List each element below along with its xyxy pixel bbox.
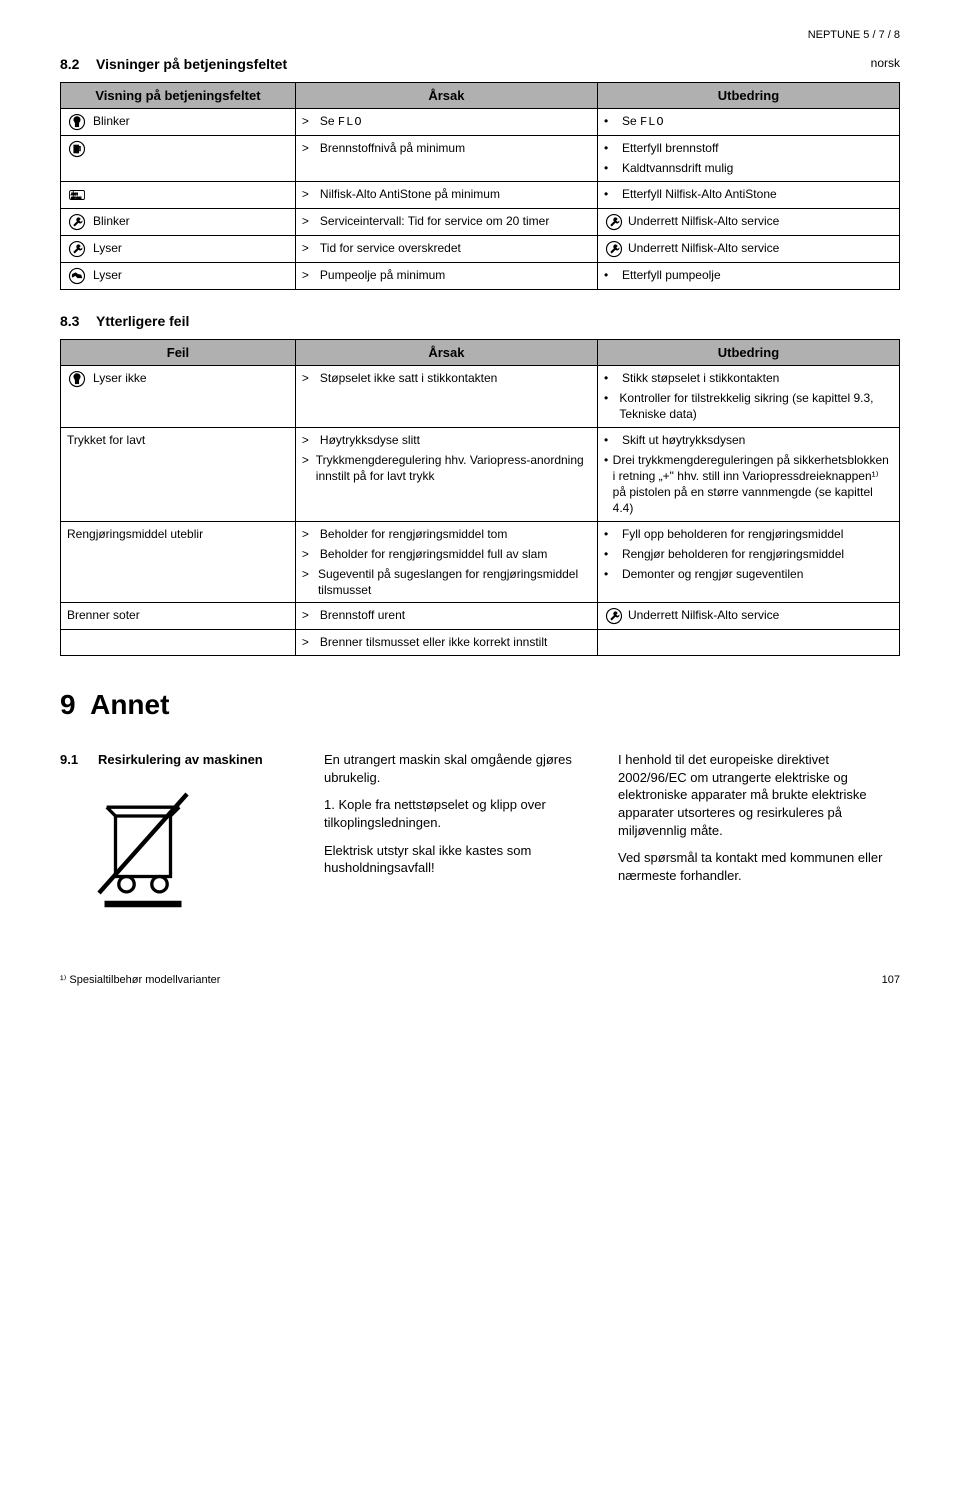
sec91-mid: En utrangert maskin skal omgående gjøres… [324,751,594,913]
wrench-icon [604,213,624,231]
cause-text: Brennstoffnivå på minimum [320,140,465,156]
cause-text: Brenner tilsmusset eller ikke korrekt in… [320,634,547,650]
th-visning: Visning på betjeningsfeltet [61,82,296,109]
th-feil: Feil [61,339,296,366]
remedy-text: Kaldtvannsdrift mulig [622,160,733,176]
footnote: ¹⁾ Spesialtilbehør modellvarianter [60,973,220,988]
remedy-text: Fyll opp beholderen for rengjøringsmidde… [622,526,843,542]
section-8-3-header: 8.3 Ytterligere feil [60,312,900,331]
wrench-icon [67,213,87,231]
cause-text: Se FLO [320,113,363,130]
remedy-text: Drei trykkmengdereguleringen på sikkerhe… [613,452,893,517]
row-label: Blinker [93,213,130,229]
svg-text:STONE: STONE [71,195,81,199]
anti-icon: ANTISTONE [67,186,87,204]
section-9-heading: 9 Annet [60,686,900,724]
cause-text: Pumpeolje på minimum [320,267,445,283]
section-title: Ytterligere feil [96,312,900,331]
row-label: Blinker [93,113,130,129]
remedy-text: Etterfyll pumpeolje [622,267,721,283]
wrench-icon [604,240,624,258]
sec91-title: Resirkulering av maskinen [98,751,263,769]
remedy-text: Se FLO [622,113,665,130]
fuel-icon [67,140,87,158]
cause-text: Nilfisk-Alto AntiStone på minimum [320,186,500,202]
section-9-num: 9 [60,689,76,720]
th-utbedring: Utbedring [597,82,899,109]
row-label: Brenner soter [67,607,140,623]
row-label: Lyser [93,267,122,283]
section-9-1: 9.1 Resirkulering av maskinen En utrange… [60,751,900,913]
row-label: Rengjøringsmiddel uteblir [67,526,203,542]
light-icon [67,370,87,388]
weee-icon [88,783,300,913]
remedy-text: Etterfyll brennstoff [622,140,719,156]
section-num: 8.2 [60,55,96,74]
p: Elektrisk utstyr skal ikke kastes som hu… [324,842,594,877]
remedy-text: Demonter og rengjør sugeventilen [622,566,803,582]
section-8-2-header: 8.2 Visninger på betjeningsfeltet norsk [60,55,900,74]
remedy-text: Etterfyll Nilfisk-Alto AntiStone [622,186,777,202]
cause-text: Sugeventil på sugeslangen for rengjøring… [318,566,591,598]
sec91-right: I henhold til det europeiske direktivet … [618,751,900,913]
row-label: Lyser ikke [93,370,147,386]
cause-text: Tid for service overskredet [320,240,461,256]
cause-text: Serviceintervall: Tid for service om 20 … [320,213,549,229]
cause-text: Beholder for rengjøringsmiddel full av s… [320,546,547,562]
th-utbedring: Utbedring [597,339,899,366]
remedy-text: Kontroller for tilstrekkelig sikring (se… [619,390,893,422]
p: Ved spørsmål ta kontakt med kommunen ell… [618,849,900,884]
th-arsak: Årsak [295,339,597,366]
cause-text: Støpselet ikke satt i stikkontakten [320,370,497,386]
light-icon [67,113,87,131]
remedy-text: Rengjør beholderen for rengjøringsmiddel [622,546,844,562]
cause-text: Brennstoff urent [320,607,405,623]
remedy-text: Stikk støpselet i stikkontakten [622,370,779,386]
p: 1. Kople fra nettstøpselet og klipp over… [324,796,594,831]
sec91-num: 9.1 [60,751,88,769]
th-arsak: Årsak [295,82,597,109]
remedy-text: Underrett Nilfisk-Alto service [628,213,779,229]
cause-text: Høytrykksdyse slitt [320,432,420,448]
remedy-text: Underrett Nilfisk-Alto service [628,607,779,623]
oil-icon [67,267,87,285]
table-visninger: Visning på betjeningsfeltet Årsak Utbedr… [60,82,900,290]
section-num: 8.3 [60,312,96,331]
model-header: NEPTUNE 5 / 7 / 8 [60,28,900,43]
row-label: Trykket for lavt [67,432,145,448]
section-title: Visninger på betjeningsfeltet [96,55,851,74]
remedy-text: Underrett Nilfisk-Alto service [628,240,779,256]
wrench-icon [604,607,624,625]
cause-text: Trykkmengderegulering hhv. Variopress-an… [316,452,591,484]
lang-label: norsk [851,55,900,71]
wrench-icon [67,240,87,258]
page-footer: ¹⁾ Spesialtilbehør modellvarianter 107 [60,973,900,988]
cause-text: Beholder for rengjøringsmiddel tom [320,526,507,542]
row-label: Lyser [93,240,122,256]
p: En utrangert maskin skal omgående gjøres… [324,751,594,786]
page-number: 107 [882,973,900,988]
remedy-text: Skift ut høytrykksdysen [622,432,745,448]
p: I henhold til det europeiske direktivet … [618,751,900,839]
section-9-title: Annet [90,689,169,720]
table-ytterligere: Feil Årsak Utbedring Lyser ikke>Støpsele… [60,339,900,656]
